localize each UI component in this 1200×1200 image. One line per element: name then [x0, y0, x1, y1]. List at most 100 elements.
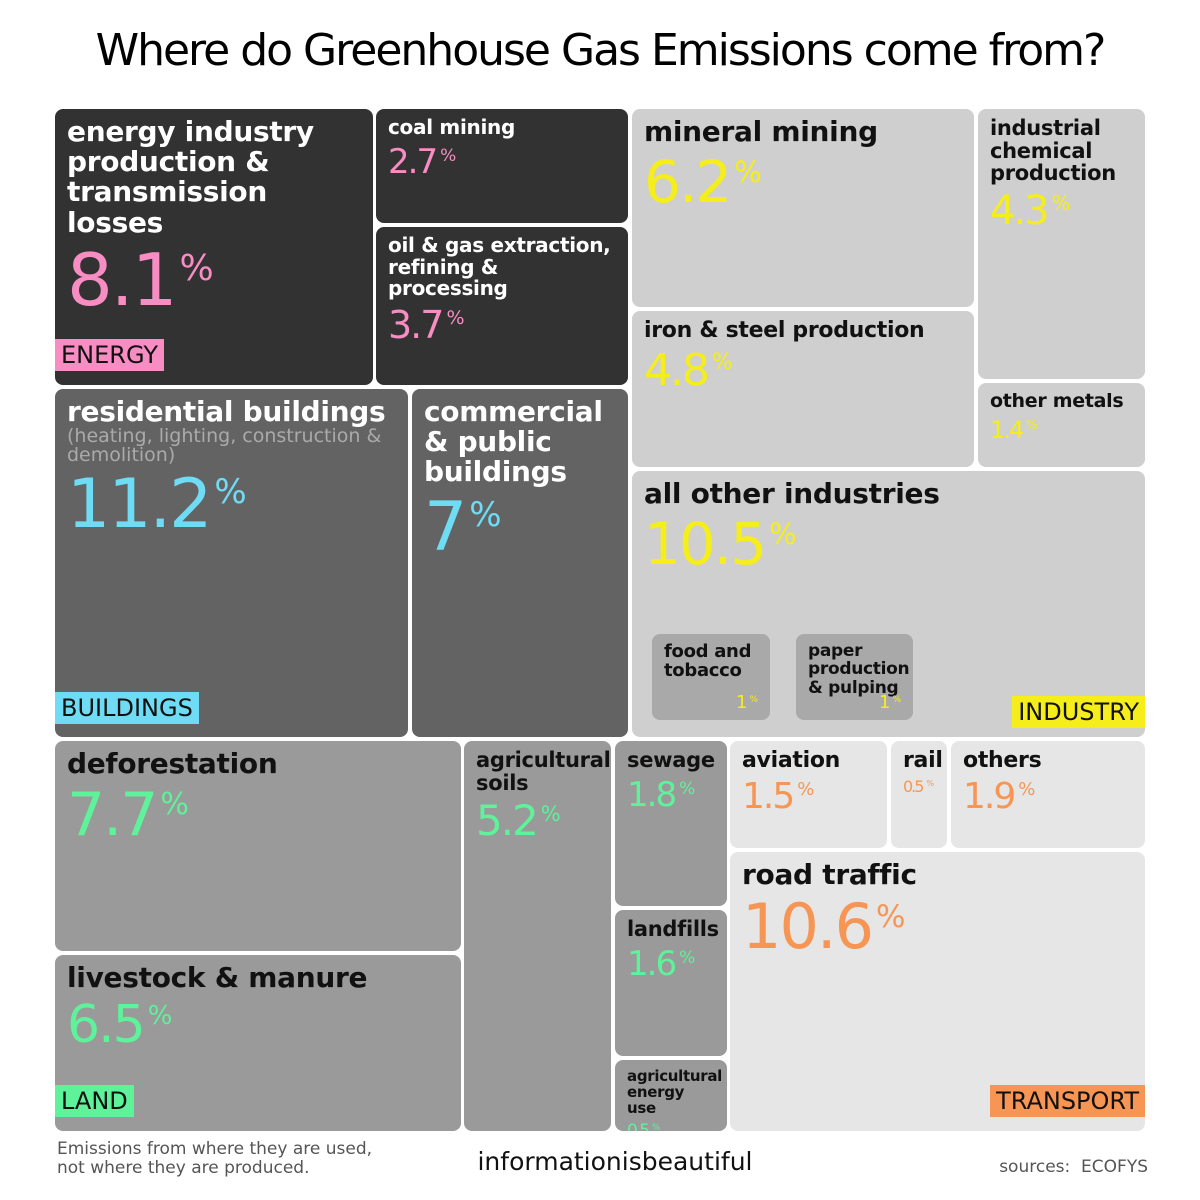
group-label: TRANSPORT: [990, 1085, 1145, 1117]
value-label: 7%: [424, 493, 616, 562]
value-label: 4.8%: [644, 348, 962, 393]
tile: food and tobacco 1%: [652, 634, 770, 720]
tile-name: residential buildings: [67, 395, 386, 428]
value-label: 10.6%: [742, 896, 1133, 958]
tile-name: iron & steel production: [644, 318, 925, 343]
tile-name: commercial & public buildings: [424, 395, 603, 489]
tile: road traffic 10.6%: [730, 852, 1145, 1131]
unit: %: [179, 247, 214, 289]
group-label: BUILDINGS: [55, 692, 199, 724]
value-label: 8.1%: [67, 244, 361, 316]
tile: agricultural soils 5.2%: [464, 741, 611, 1131]
value: 7: [424, 487, 467, 567]
unit: %: [734, 154, 762, 189]
unit: %: [1051, 191, 1071, 216]
unit: %: [446, 307, 465, 330]
value-label: 1.8%: [627, 778, 715, 812]
tile: mineral mining 6.2%: [632, 109, 974, 307]
group-label: LAND: [55, 1085, 134, 1117]
brand: informationisbeautiful: [477, 1147, 753, 1176]
tile-name: oil & gas extraction, refining & process…: [388, 233, 611, 301]
value: 8.1: [67, 237, 178, 322]
tile: sewage 1.8%: [615, 741, 727, 906]
value-label: 4.3%: [990, 191, 1133, 231]
tile-name: energy industry production & transmissio…: [67, 115, 314, 239]
source: sources: ECOFYS: [999, 1157, 1148, 1177]
value: 4.8: [644, 344, 710, 396]
tile: deforestation 7.7%: [55, 741, 461, 951]
tile-name: agricultural energy use: [627, 1067, 723, 1118]
value: 10.6: [742, 890, 874, 964]
value-label: 1.9%: [963, 778, 1133, 815]
value: 6.5: [67, 995, 146, 1056]
tile: paper production & pulping 1%: [796, 634, 913, 720]
tile: coal mining 2.7%: [376, 109, 628, 223]
unit: %: [147, 1001, 173, 1032]
unit: %: [679, 778, 696, 799]
value: 1: [878, 692, 891, 713]
value-label: 11.2%: [67, 471, 396, 539]
value-label: 5.2%: [476, 800, 599, 842]
tile-name: food and tobacco: [664, 641, 752, 682]
value: 5.2: [476, 796, 539, 846]
value-label: 7.7%: [67, 785, 449, 845]
value-label: 0.5%: [627, 1120, 715, 1131]
unit: %: [440, 145, 457, 166]
unit: %: [926, 779, 935, 789]
tile: energy industry production & transmissio…: [55, 109, 373, 385]
value-label: 10.5%: [644, 515, 1133, 573]
tile-name: deforestation: [67, 747, 278, 780]
unit: %: [769, 516, 797, 551]
tile: rail 0.5%: [891, 741, 947, 848]
chart-title: Where do Greenhouse Gas Emissions come f…: [95, 25, 1107, 76]
unit: %: [160, 787, 189, 823]
tile-name: all other industries: [644, 477, 940, 510]
value-label: 1.5%: [742, 775, 875, 817]
unit: %: [214, 472, 247, 513]
tile: agricultural energy use 0.5%: [615, 1060, 727, 1131]
tile-name: landfills: [627, 917, 719, 941]
value: 7.7: [67, 780, 158, 851]
value: 1: [735, 692, 748, 713]
unit: %: [797, 779, 815, 801]
unit: %: [711, 350, 733, 376]
value: 0.5: [903, 776, 925, 796]
value: 1.4: [990, 415, 1024, 444]
unit: %: [469, 494, 502, 535]
unit: %: [652, 1122, 661, 1131]
tile-name: agricultural soils: [476, 748, 611, 795]
tile: oil & gas extraction, refining & process…: [376, 227, 628, 385]
value-label: 1%: [736, 694, 758, 712]
unit: %: [679, 947, 696, 968]
tile-name: coal mining: [388, 115, 515, 139]
tile-name: mineral mining: [644, 115, 878, 148]
tile-name: aviation: [742, 748, 841, 773]
value-label: 0.5%: [903, 776, 935, 796]
value: 6.2: [644, 148, 732, 217]
unit: %: [876, 898, 906, 935]
tile-name: livestock & manure: [67, 961, 368, 994]
tile: landfills 1.6%: [615, 910, 727, 1056]
value: 3.7: [388, 302, 444, 347]
value-label: 1.6%: [627, 947, 715, 981]
tile: iron & steel production 4.8%: [632, 311, 974, 467]
tile: industrial chemical production 4.3%: [978, 109, 1145, 379]
value: 0.5: [627, 1120, 650, 1131]
tile: commercial & public buildings 7%: [412, 389, 628, 737]
tile-note: (heating, lighting, construction & demol…: [67, 425, 382, 467]
tile-name: other metals: [990, 390, 1124, 412]
value: 1.6: [627, 943, 677, 984]
value-label: 2.7%: [388, 145, 616, 179]
tile-name: industrial chemical production: [990, 116, 1116, 186]
unit: %: [1018, 779, 1036, 801]
unit: %: [1026, 418, 1038, 433]
value: 1.5: [742, 775, 795, 817]
value: 10.5: [644, 510, 767, 579]
tile: aviation 1.5%: [730, 741, 887, 848]
tile-name: paper production & pulping: [808, 641, 910, 698]
value: 2.7: [388, 141, 438, 182]
tile-name: others: [963, 748, 1042, 773]
tile-name: sewage: [627, 748, 715, 772]
value: 4.3: [990, 188, 1050, 235]
value-label: 1%: [879, 694, 901, 712]
